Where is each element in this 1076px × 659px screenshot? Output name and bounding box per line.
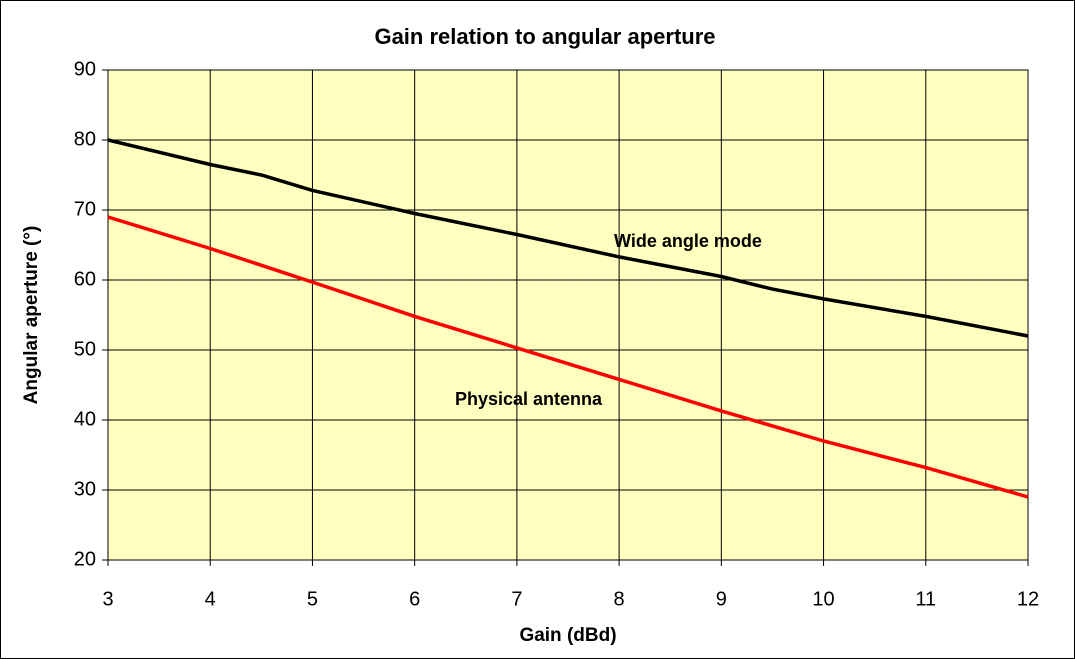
x-tick-label: 11 xyxy=(915,588,936,610)
x-tick-label: 5 xyxy=(307,588,318,610)
chart-title: Gain relation to angular aperture xyxy=(374,24,715,49)
plot-border xyxy=(107,69,1029,561)
x-tick-label: 6 xyxy=(409,588,420,610)
x-tick-label: 12 xyxy=(1017,588,1039,610)
y-tick-label: 90 xyxy=(74,58,96,80)
series-annotation: Wide angle mode xyxy=(614,231,762,251)
x-tick-label: 8 xyxy=(614,588,625,610)
x-tick-label: 3 xyxy=(102,588,113,610)
y-tick-label: 30 xyxy=(74,478,96,500)
y-tick-label: 20 xyxy=(74,548,96,570)
y-tick-label: 40 xyxy=(74,408,96,430)
x-tick-label: 7 xyxy=(511,588,522,610)
series-annotation: Physical antenna xyxy=(455,389,603,409)
x-tick-label: 9 xyxy=(716,588,727,610)
y-tick-label: 50 xyxy=(74,338,96,360)
x-axis-label: Gain (dBd) xyxy=(519,625,616,646)
y-axis-label: Angular aperture (°) xyxy=(21,226,42,405)
plot-area xyxy=(108,70,1028,560)
data-line xyxy=(107,138,1029,338)
data-line xyxy=(107,215,1029,499)
x-tick-label: 10 xyxy=(812,588,834,610)
x-tick-label: 4 xyxy=(205,588,216,610)
y-tick-label: 80 xyxy=(74,128,96,150)
y-tick-label: 60 xyxy=(74,268,96,290)
y-tick-label: 70 xyxy=(74,198,96,220)
